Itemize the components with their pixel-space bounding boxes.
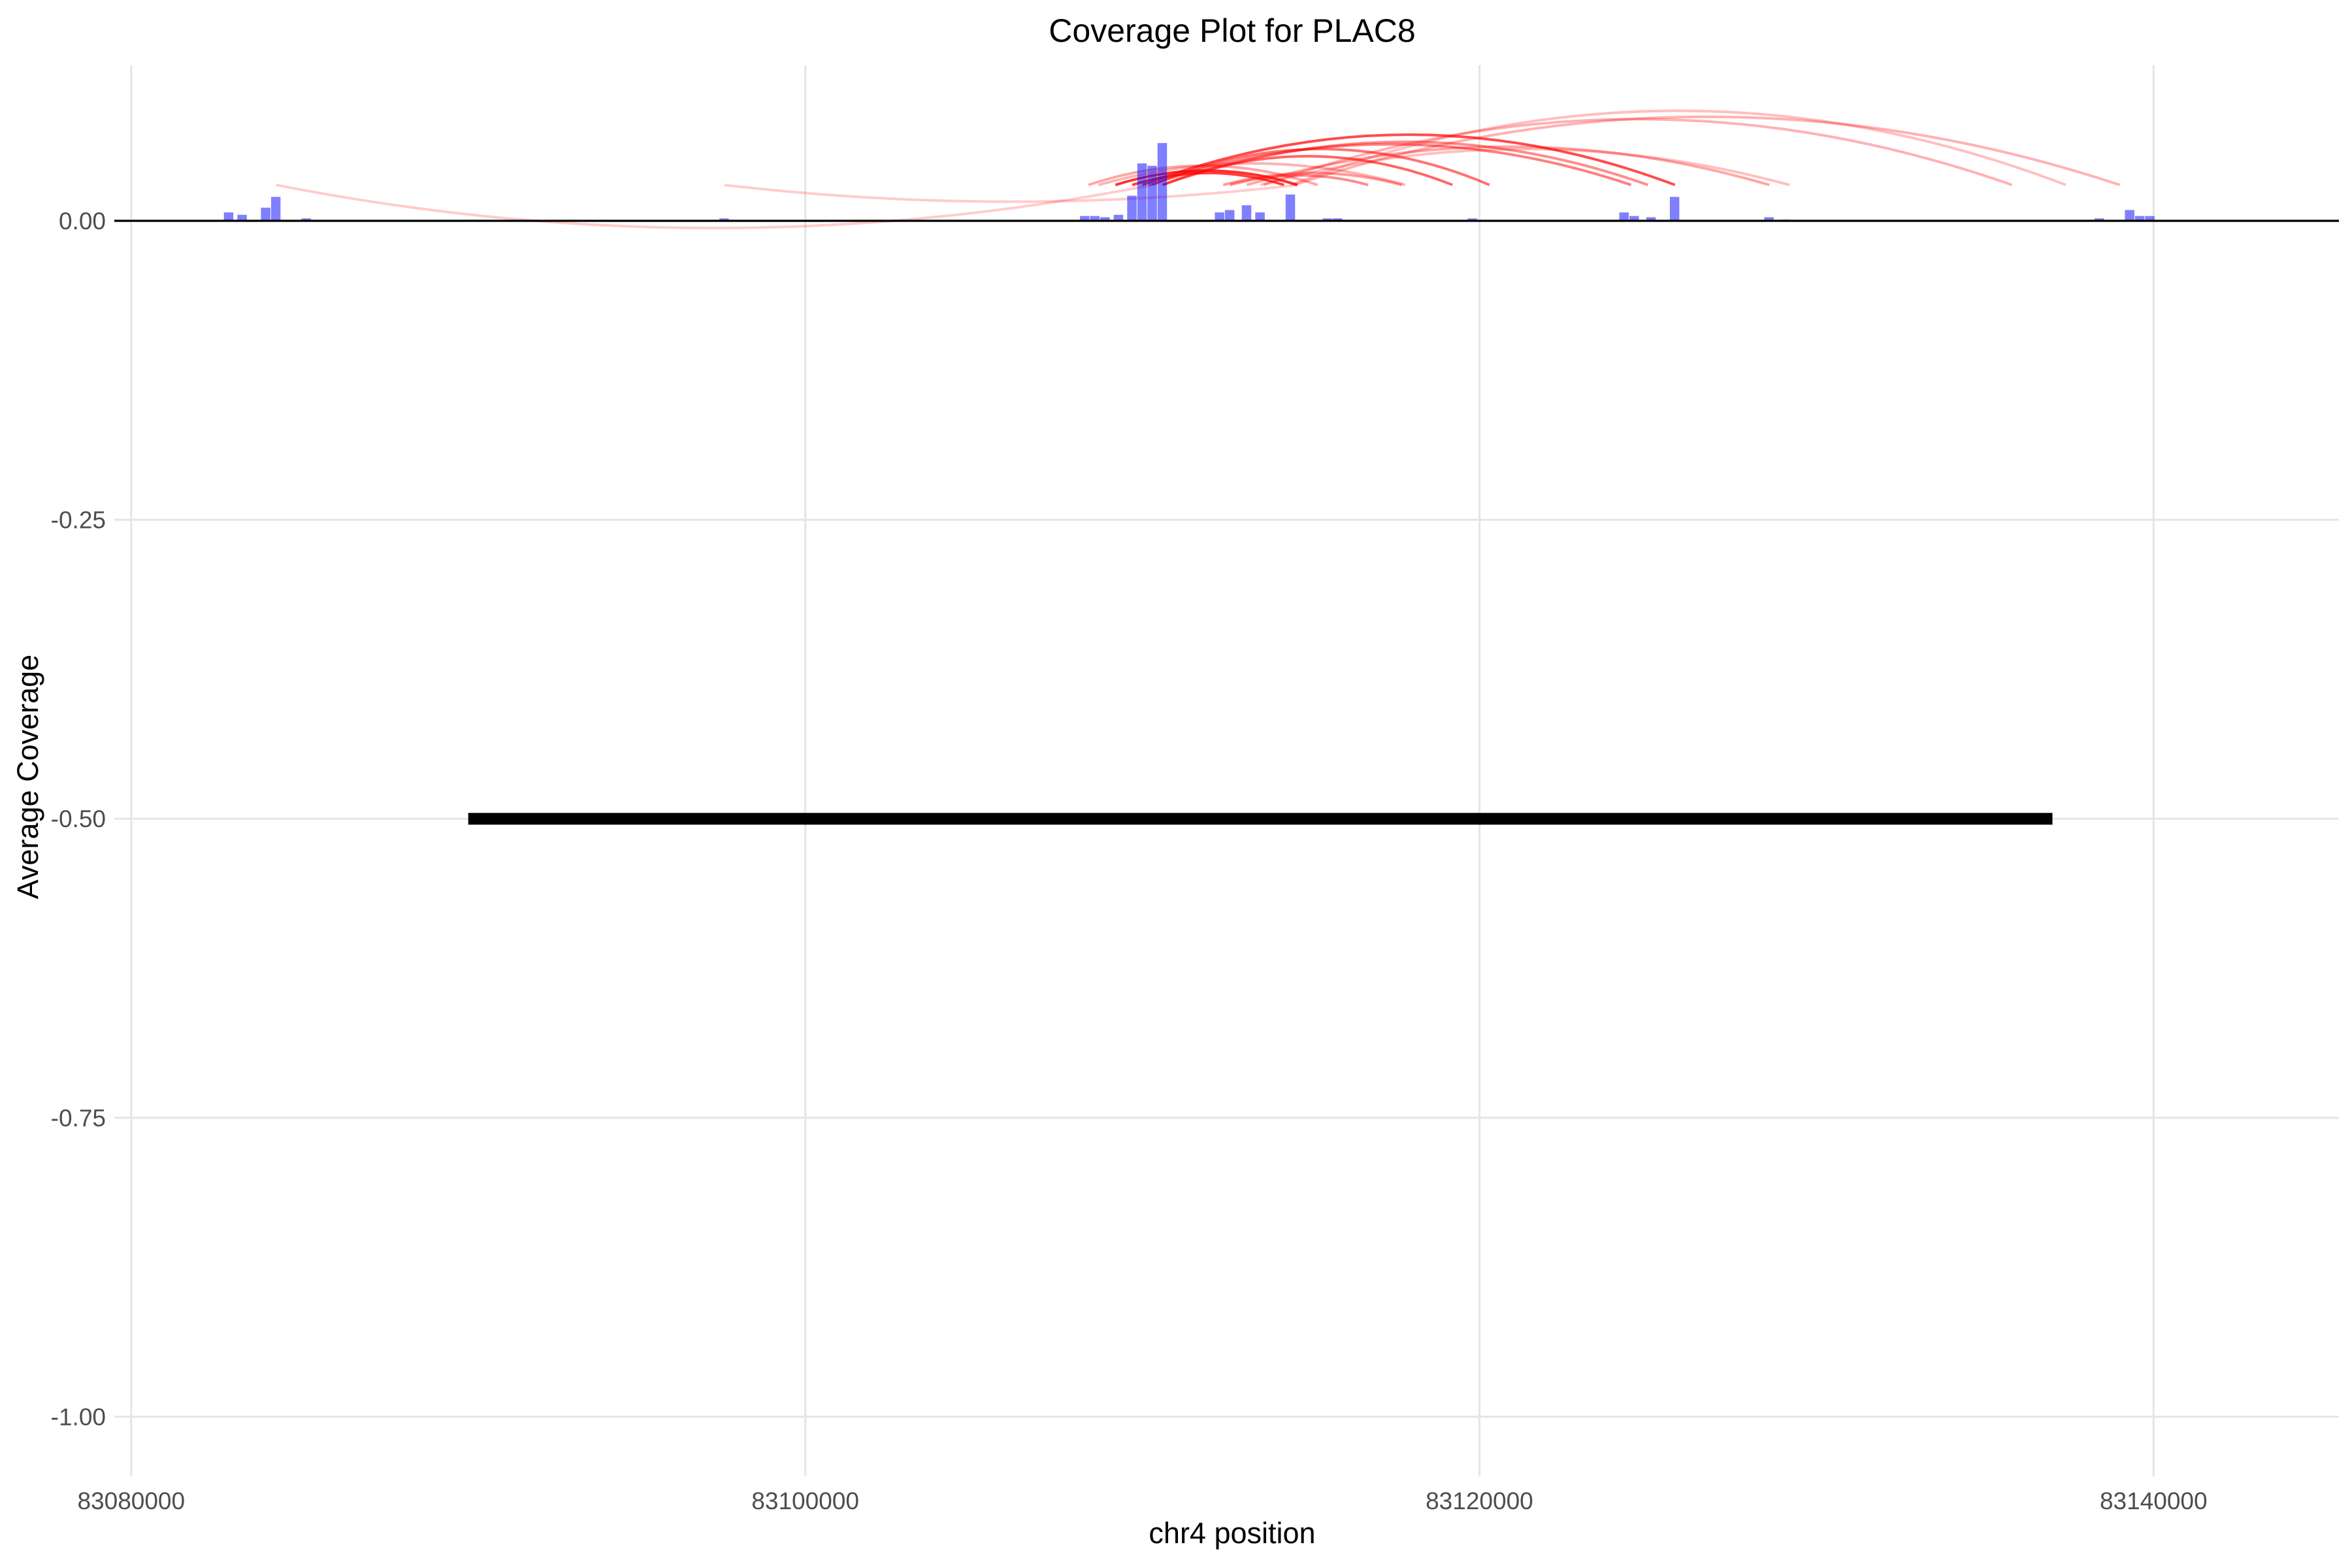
coverage-bar	[2134, 216, 2145, 221]
coverage-bar	[1100, 217, 1110, 221]
y-tick-label: 0.00	[59, 208, 106, 235]
link-arc	[724, 184, 1298, 203]
link-arc	[1263, 118, 2013, 186]
coverage-bar	[1255, 212, 1265, 221]
tick-labels: 83080000 83100000 83120000 83140000 0.00 -0.2…	[51, 208, 2208, 1514]
link-arc	[1152, 148, 1490, 186]
coverage-bar	[1215, 212, 1224, 221]
coverage-bars	[223, 142, 2155, 221]
x-tick-label: 83140000	[2100, 1488, 2208, 1514]
coverage-bar	[223, 212, 234, 221]
y-tick-label: -0.50	[51, 806, 106, 832]
coverage-bar	[1137, 163, 1147, 221]
coverage-bar	[1241, 205, 1252, 221]
x-tick-label: 83080000	[77, 1488, 185, 1514]
y-tick-label: -0.75	[51, 1105, 106, 1132]
coverage-bar	[1619, 212, 1629, 221]
coverage-bar	[1669, 197, 1680, 221]
link-arc	[276, 184, 1153, 229]
link-arc	[1290, 109, 2066, 186]
grid-lines	[114, 65, 2339, 1477]
coverage-bar	[1113, 214, 1124, 221]
coverage-bar	[1090, 216, 1100, 221]
coverage-bar	[1157, 142, 1168, 221]
link-arc	[1162, 140, 1649, 186]
coverage-bar	[2094, 218, 2104, 221]
link-arc	[1162, 155, 1453, 186]
coverage-bar	[1127, 195, 1137, 221]
chart-title: Coverage Plot for PLAC8	[1049, 12, 1415, 49]
link-arc	[1141, 133, 1676, 186]
coverage-bar	[1333, 218, 1343, 221]
x-tick-label: 83100000	[751, 1488, 859, 1514]
coverage-bar	[1147, 165, 1157, 221]
coverage-bar	[2145, 216, 2155, 221]
coverage-bar	[1285, 194, 1296, 221]
coverage-bar	[270, 197, 281, 221]
link-arc	[1230, 174, 1369, 186]
coverage-bar	[261, 207, 270, 221]
link-arc	[1149, 142, 1632, 186]
coverage-bar	[1322, 218, 1333, 221]
coverage-bar	[1080, 216, 1090, 221]
link-arc	[1222, 171, 1403, 186]
link-arcs	[276, 109, 2121, 229]
y-tick-label: -1.00	[51, 1403, 106, 1430]
x-tick-label: 83120000	[1426, 1488, 1533, 1514]
coverage-bar	[1629, 216, 1639, 221]
y-tick-label: -0.25	[51, 507, 106, 534]
coverage-bar	[1764, 217, 1774, 221]
coverage-bar	[1224, 210, 1235, 221]
x-axis-title: chr4 position	[1149, 1516, 1315, 1550]
coverage-bar	[719, 218, 729, 221]
link-arc	[1246, 145, 1770, 186]
coverage-bar	[237, 214, 247, 221]
coverage-bar	[1467, 218, 1477, 221]
coverage-bar	[2125, 210, 2134, 221]
coverage-bar	[1646, 217, 1656, 221]
coverage-bar	[301, 218, 311, 221]
link-arc	[1260, 148, 1790, 186]
link-arc	[1294, 115, 2121, 186]
y-axis-title: Average Coverage	[11, 655, 44, 899]
